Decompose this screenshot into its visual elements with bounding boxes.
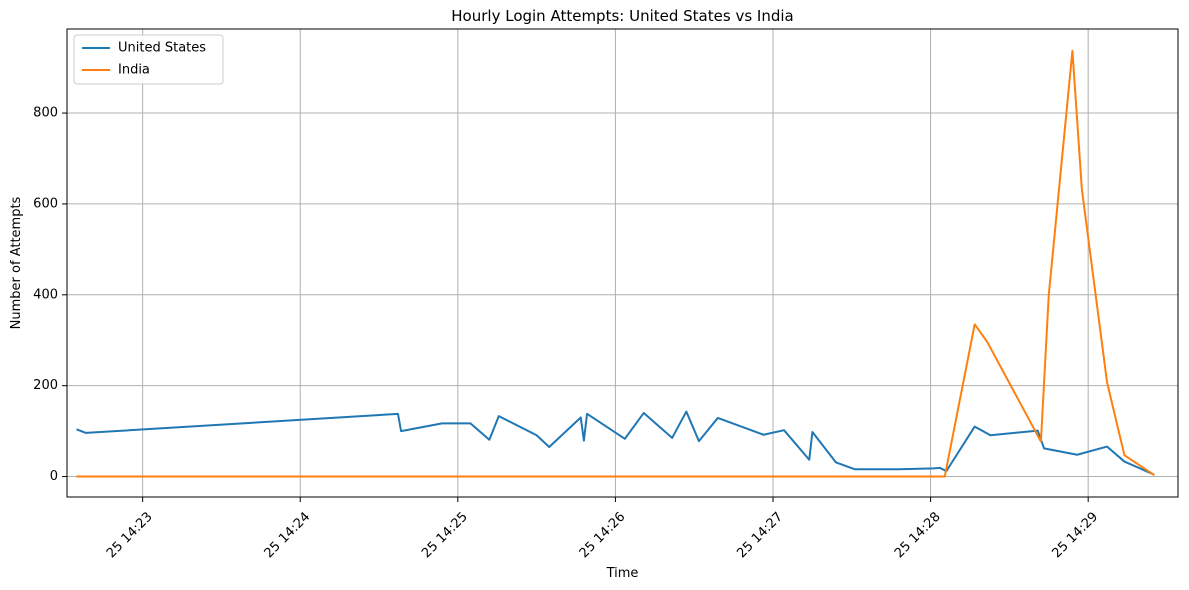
y-axis-label: Number of Attempts — [9, 196, 24, 329]
y-tick-label: 800 — [33, 106, 58, 121]
y-tick-label: 600 — [33, 196, 58, 211]
y-tick-label: 400 — [33, 287, 58, 302]
series-line-united-states — [76, 410, 1155, 476]
legend-label: United States — [118, 41, 206, 56]
legend-box — [73, 34, 224, 85]
legend-label: India — [118, 63, 150, 78]
y-tick-label: 0 — [50, 469, 58, 484]
y-axis-ticks: 0 200 400 600 800 — [33, 106, 67, 484]
chart-title: Hourly Login Attempts: United States vs … — [451, 7, 793, 25]
legend: United States India — [73, 34, 224, 85]
x-axis-label: Time — [606, 566, 639, 581]
plot-frame — [66, 28, 1179, 498]
y-tick-label: 200 — [33, 378, 58, 393]
series-line-india — [76, 49, 1155, 478]
series-lines — [76, 49, 1155, 478]
